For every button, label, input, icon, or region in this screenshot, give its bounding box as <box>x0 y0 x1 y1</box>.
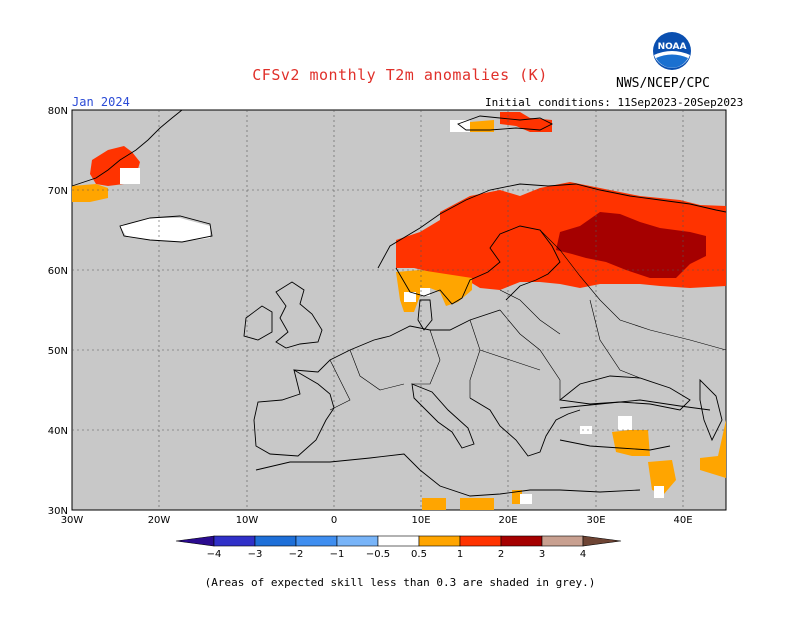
skill-footnote: (Areas of expected skill less than 0.3 a… <box>204 576 596 589</box>
anomaly-layer <box>72 112 726 510</box>
white-patch <box>520 494 532 504</box>
anomaly-orange-libya <box>460 498 494 510</box>
colorbar: −4 −3 −2 −1 −0.5 0.5 1 2 3 4 <box>175 535 622 560</box>
white-patch <box>654 486 664 498</box>
colorbar-arrow-low <box>175 535 215 547</box>
anomaly-orange-mideast <box>648 460 676 494</box>
colorbar-label: 4 <box>580 549 586 560</box>
white-patch <box>580 426 592 434</box>
initial-conditions: Initial conditions: 11Sep2023-20Sep2023 <box>485 96 744 109</box>
forecast-month: Jan 2024 <box>72 95 130 109</box>
anomaly-orange-svalbard <box>470 120 494 132</box>
agency-label: NWS/NCEP/CPC <box>616 76 710 91</box>
colorbar-segment <box>336 535 379 547</box>
colorbar-label: 2 <box>498 549 504 560</box>
lon-tick-20e: 20E <box>498 515 517 526</box>
colorbar-segment <box>541 535 584 547</box>
lon-ticks: 30W 20W 10W 0 10E 20E 30E 40E <box>61 515 693 526</box>
white-patch <box>120 218 210 242</box>
white-patch <box>618 416 632 430</box>
colorbar-label: −3 <box>248 549 263 560</box>
colorbar-arrow-high <box>582 535 622 547</box>
anomaly-darkred-russia <box>556 212 706 278</box>
colorbar-segment <box>418 535 461 547</box>
lat-tick-50n: 50N <box>48 346 68 357</box>
country-borders <box>329 229 727 411</box>
lat-tick-60n: 60N <box>48 266 68 277</box>
lat-ticks: 30N 40N 50N 60N 70N 80N <box>48 106 68 517</box>
lon-tick-40e: 40E <box>673 515 692 526</box>
anomaly-orange-greenland <box>72 184 108 202</box>
white-patch <box>120 168 140 184</box>
coastlines <box>71 109 727 497</box>
colorbar-segment <box>295 535 338 547</box>
lon-tick-10e: 10E <box>411 515 430 526</box>
lon-tick-30w: 30W <box>61 515 84 526</box>
lon-tick-0: 0 <box>331 515 337 526</box>
anomaly-orange-libya <box>422 498 446 510</box>
anomaly-orange-iran <box>700 420 726 478</box>
lon-tick-20w: 20W <box>148 515 171 526</box>
colorbar-label: 0.5 <box>411 549 427 560</box>
white-patch <box>420 288 430 296</box>
colorbar-segment <box>459 535 502 547</box>
logo-text: NOAA <box>658 42 687 52</box>
colorbar-label: −2 <box>289 549 304 560</box>
colorbar-segment <box>213 535 256 547</box>
lon-tick-30e: 30E <box>586 515 605 526</box>
colorbar-segment <box>377 535 420 547</box>
lat-tick-30n: 30N <box>48 506 68 517</box>
lat-tick-40n: 40N <box>48 426 68 437</box>
gridlines <box>72 110 726 510</box>
lat-tick-80n: 80N <box>48 106 68 117</box>
chart-title: CFSv2 monthly T2m anomalies (K) <box>252 66 548 84</box>
colorbar-segment <box>254 535 297 547</box>
colorbar-label: −4 <box>207 549 222 560</box>
anomaly-orange-egypt <box>512 490 522 504</box>
colorbar-label: 1 <box>457 549 463 560</box>
white-patch <box>404 292 416 302</box>
anomaly-orange-turkey <box>612 430 650 456</box>
lat-tick-70n: 70N <box>48 186 68 197</box>
anomaly-red-svalbard <box>500 112 552 132</box>
colorbar-label: −0.5 <box>366 549 390 560</box>
colorbar-label: 3 <box>539 549 545 560</box>
lon-tick-10w: 10W <box>236 515 259 526</box>
noaa-logo: NOAA <box>652 31 692 71</box>
colorbar-segment <box>500 535 543 547</box>
colorbar-label: −1 <box>330 549 345 560</box>
